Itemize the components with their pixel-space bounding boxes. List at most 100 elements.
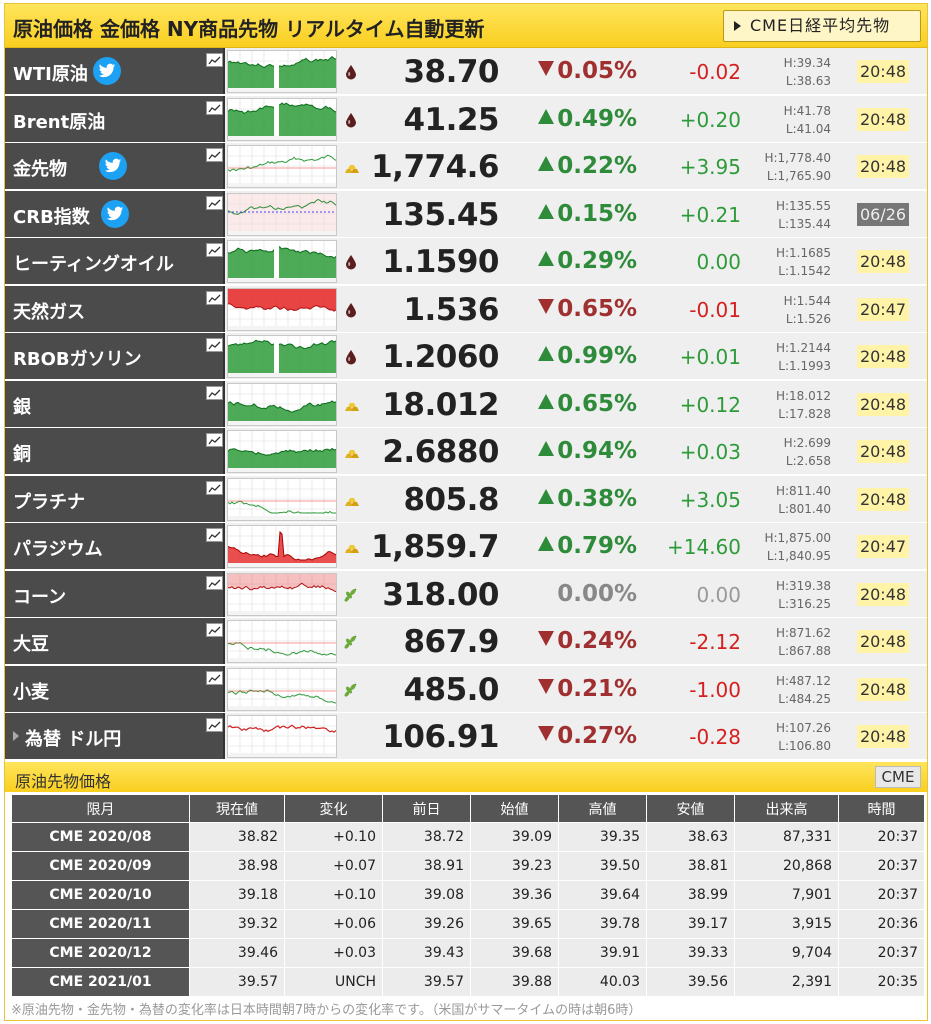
commodity-name-cell[interactable]: Brent原油 — [5, 95, 225, 142]
up-triangle-icon — [538, 393, 555, 409]
chart-toggle-icon[interactable] — [206, 670, 223, 685]
current-price: 1.536 — [403, 291, 499, 328]
futures-cell: 20:35 — [838, 967, 925, 997]
update-time: 20:47 — [857, 535, 909, 558]
commodity-name-cell[interactable]: CRB指数 — [5, 190, 225, 237]
chart-toggle-icon[interactable] — [206, 433, 223, 447]
twitter-icon[interactable] — [93, 57, 121, 85]
commodity-name-cell[interactable]: ヒーティングオイル — [5, 238, 225, 284]
futures-row: CME 2021/01 39.57 UNCH 39.57 39.88 40.03 39.56… — [11, 967, 925, 997]
commodity-name-cell[interactable]: 銅 — [5, 428, 225, 474]
gold-bar-icon — [343, 539, 359, 555]
change-percent: 0.79% — [525, 533, 637, 559]
futures-cell: 2,391 — [734, 967, 839, 997]
commodity-name-cell[interactable]: 天然ガス — [5, 285, 225, 332]
commodity-name-cell[interactable]: コーン — [5, 570, 225, 617]
futures-cell: 39.68 — [470, 938, 559, 968]
price-sparkline-chart[interactable] — [227, 240, 337, 283]
price-sparkline-chart[interactable] — [227, 335, 337, 378]
high-low: H:1,875.00 L:1,840.95 — [749, 529, 831, 565]
high-low: H:2.699 L:2.658 — [749, 434, 831, 470]
cme-nikkei-futures-button[interactable]: CME日経平均先物 — [723, 10, 921, 42]
futures-cell: 39.17 — [646, 909, 735, 939]
chart-toggle-icon[interactable] — [206, 338, 223, 352]
change-percent-value: 0.79% — [557, 533, 637, 559]
price-sparkline-chart[interactable] — [227, 192, 337, 236]
price-sparkline-chart[interactable] — [227, 525, 337, 568]
price-sparkline-chart[interactable] — [227, 382, 337, 426]
commodity-name-cell[interactable]: 小麦 — [5, 665, 225, 712]
change-percent-value: 0.49% — [557, 105, 637, 132]
price-sparkline-chart[interactable] — [227, 50, 337, 93]
commodity-name-cell[interactable]: 為替 ドル円 — [5, 713, 225, 759]
high-value: H:18.012 — [775, 388, 831, 403]
high-low: H:871.62 L:867.88 — [749, 624, 831, 660]
price-sparkline-chart[interactable] — [227, 287, 337, 331]
twitter-icon[interactable] — [99, 152, 127, 180]
price-sparkline-chart[interactable] — [227, 620, 337, 663]
commodity-name-cell[interactable]: 銀 — [5, 380, 225, 427]
twitter-icon[interactable] — [101, 199, 129, 228]
futures-column-header: 時間 — [838, 794, 925, 823]
high-low: H:39.34 L:38.63 — [749, 54, 831, 90]
chart-toggle-icon[interactable] — [206, 480, 223, 495]
chart-toggle-icon[interactable] — [206, 53, 223, 67]
commodity-row: Brent原油 41.25 0.49% +0.20 H:41.78 L:41.04 20:4… — [5, 95, 927, 143]
futures-column-header: 始値 — [470, 794, 559, 823]
contract-month: CME 2020/10 — [11, 880, 190, 910]
chart-toggle-icon[interactable] — [206, 290, 223, 305]
price-sparkline-chart[interactable] — [227, 477, 337, 521]
commodity-name-cell[interactable]: 金先物 — [5, 143, 225, 189]
futures-cell: +0.10 — [284, 822, 383, 852]
high-low: H:319.38 L:316.25 — [749, 577, 831, 613]
price-sparkline-chart[interactable] — [227, 430, 337, 473]
change-amount: +0.20 — [679, 107, 741, 132]
change-percent: 0.65% — [525, 391, 637, 417]
chart-toggle-icon[interactable] — [206, 623, 223, 637]
chart-toggle-icon[interactable] — [206, 385, 223, 400]
contract-month: CME 2020/09 — [11, 851, 190, 881]
price-sparkline-chart[interactable] — [227, 572, 337, 616]
change-percent: 0.49% — [525, 106, 637, 132]
change-amount: 0.00 — [696, 582, 741, 607]
chart-toggle-icon[interactable] — [206, 575, 223, 590]
commodity-name-cell[interactable]: プラチナ — [5, 475, 225, 522]
leaf-icon — [343, 634, 359, 650]
high-value: H:2.699 — [783, 436, 831, 450]
price-sparkline-chart[interactable] — [227, 715, 337, 758]
commodity-name-cell[interactable]: WTI原油 — [5, 48, 225, 94]
futures-cell: 39.26 — [382, 909, 471, 939]
chart-toggle-icon[interactable] — [206, 100, 223, 115]
current-price: 106.91 — [382, 719, 499, 755]
futures-row: CME 2020/08 38.82 +0.10 38.72 39.09 39.35 38.6… — [11, 822, 925, 852]
change-percent: 0.05% — [525, 58, 637, 84]
price-sparkline-chart[interactable] — [227, 667, 337, 711]
price-sparkline-chart[interactable] — [227, 97, 337, 141]
change-percent-value: 0.94% — [557, 438, 637, 464]
change-amount: -1.00 — [689, 677, 741, 702]
current-price: 1.2060 — [382, 339, 499, 375]
high-value: H:871.62 — [775, 626, 831, 640]
futures-cell: 38.99 — [646, 880, 735, 910]
down-triangle-icon — [538, 678, 555, 694]
futures-cme-button[interactable]: CME — [875, 766, 921, 788]
futures-cell: 39.78 — [558, 909, 647, 939]
commodity-name-cell[interactable]: パラジウム — [5, 523, 225, 569]
chart-toggle-icon[interactable] — [206, 243, 223, 257]
price-sparkline-chart[interactable] — [227, 145, 337, 188]
gold-bar-icon — [343, 397, 359, 413]
high-value: H:1,778.40 — [764, 151, 831, 165]
commodity-name-cell[interactable]: 大豆 — [5, 618, 225, 664]
chart-toggle-icon[interactable] — [206, 528, 223, 542]
footnote: ※原油先物・金先物・為替の変化率は日本時間朝7時からの変化率です。（米国がサマー… — [11, 1003, 642, 1018]
high-value: H:1.544 — [783, 293, 831, 308]
chart-toggle-icon[interactable] — [206, 148, 223, 162]
change-percent: 0.21% — [525, 676, 637, 702]
futures-cell: 20:37 — [838, 880, 925, 910]
chart-toggle-icon[interactable] — [206, 195, 223, 210]
oil-drop-icon — [343, 349, 359, 365]
low-value: L:1,840.95 — [766, 549, 831, 563]
chart-toggle-icon[interactable] — [206, 718, 223, 732]
commodity-name-cell[interactable]: RBOBガソリン — [5, 333, 225, 379]
oil-drop-icon — [343, 64, 359, 80]
